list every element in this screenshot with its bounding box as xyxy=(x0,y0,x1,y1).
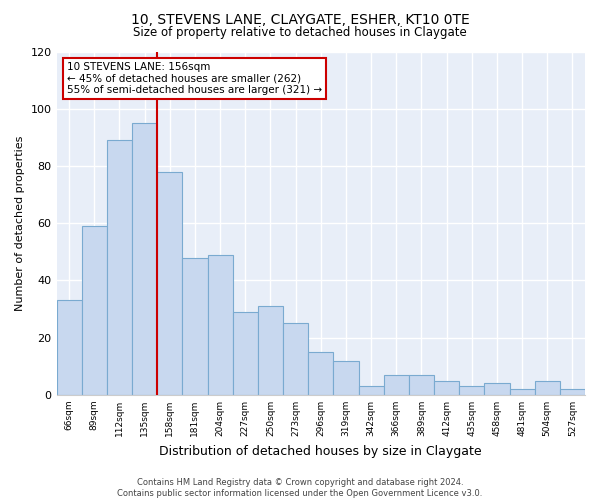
Bar xyxy=(484,384,509,395)
Bar xyxy=(258,306,283,395)
Bar xyxy=(82,226,107,395)
Bar xyxy=(107,140,132,395)
Text: Size of property relative to detached houses in Claygate: Size of property relative to detached ho… xyxy=(133,26,467,39)
Bar xyxy=(383,375,409,395)
Bar xyxy=(409,375,434,395)
Y-axis label: Number of detached properties: Number of detached properties xyxy=(15,136,25,311)
Bar xyxy=(334,360,359,395)
Bar xyxy=(132,123,157,395)
Bar xyxy=(509,389,535,395)
Bar xyxy=(535,380,560,395)
Bar xyxy=(157,172,182,395)
Bar xyxy=(56,300,82,395)
Bar xyxy=(560,389,585,395)
Text: 10, STEVENS LANE, CLAYGATE, ESHER, KT10 0TE: 10, STEVENS LANE, CLAYGATE, ESHER, KT10 … xyxy=(131,12,469,26)
Bar xyxy=(434,380,459,395)
Text: 10 STEVENS LANE: 156sqm
← 45% of detached houses are smaller (262)
55% of semi-d: 10 STEVENS LANE: 156sqm ← 45% of detache… xyxy=(67,62,322,95)
Bar xyxy=(308,352,334,395)
Bar xyxy=(459,386,484,395)
Bar xyxy=(359,386,383,395)
Bar xyxy=(283,324,308,395)
Text: Contains HM Land Registry data © Crown copyright and database right 2024.
Contai: Contains HM Land Registry data © Crown c… xyxy=(118,478,482,498)
Bar xyxy=(233,312,258,395)
Bar xyxy=(208,254,233,395)
Bar xyxy=(182,258,208,395)
X-axis label: Distribution of detached houses by size in Claygate: Distribution of detached houses by size … xyxy=(160,444,482,458)
